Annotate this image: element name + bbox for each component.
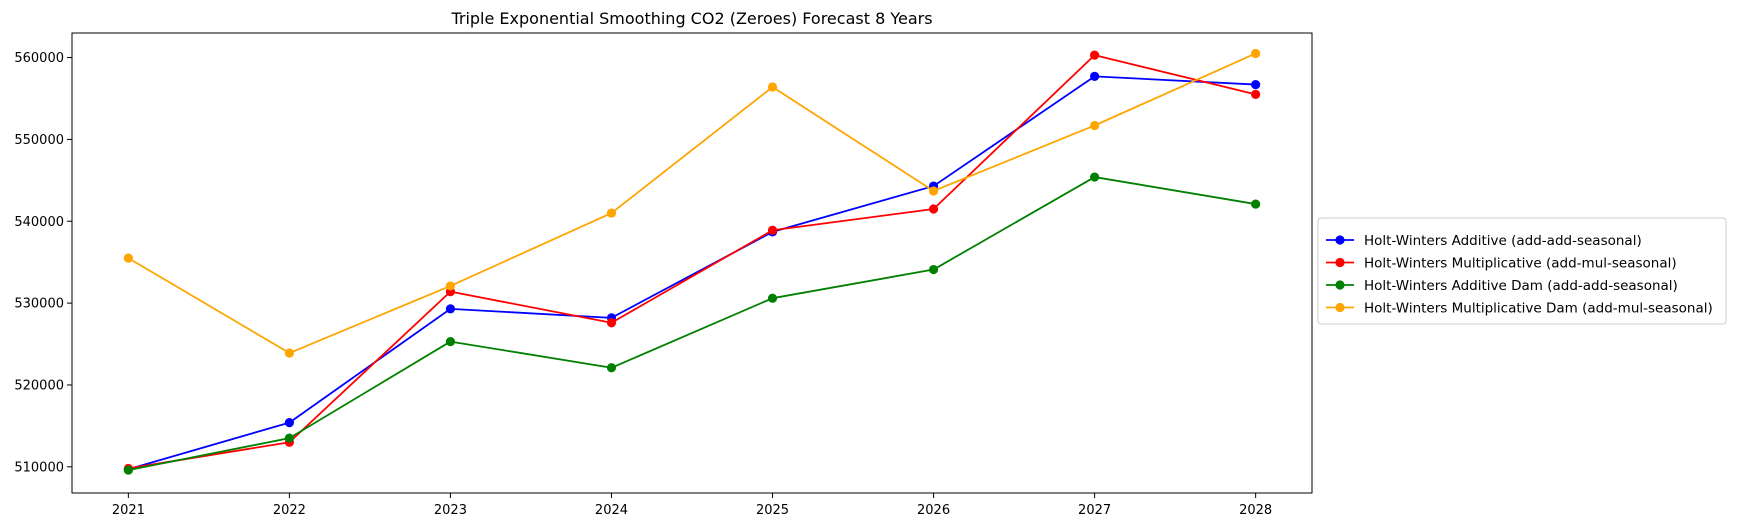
legend-label: Holt-Winters Additive (add-add-seasonal) [1364,233,1642,249]
data-point [1251,48,1261,59]
legend-label: Holt-Winters Additive Dam (add-add-seaso… [1364,278,1678,294]
legend-marker [1335,280,1345,290]
series-1 [123,71,1261,474]
x-tick-label: 2024 [595,503,628,518]
data-point [1251,89,1261,99]
data-point [606,318,617,328]
data-point [1089,172,1100,182]
x-tick-label: 2025 [756,503,789,518]
legend: Holt-Winters Additive (add-add-seasonal)… [1317,217,1727,325]
data-point [928,186,939,196]
x-tick-label: 2028 [1239,503,1272,518]
legend-item: Holt-Winters Multiplicative Dam (add-mul… [1326,301,1713,317]
y-tick-label: 520000 [14,378,64,393]
x-tick-label: 2023 [434,503,467,518]
data-point [606,363,617,373]
y-tick-label: 550000 [14,133,64,148]
legend-label: Holt-Winters Multiplicative Dam (add-mul… [1364,301,1713,317]
data-point [1089,120,1100,131]
data-point [767,82,778,92]
data-point [767,293,778,303]
y-tick-label: 540000 [14,215,64,230]
series-line [128,54,1256,470]
series-2 [123,50,1261,474]
legend-frame [1317,217,1727,325]
x-tick-label: 2021 [112,503,145,518]
data-point [445,336,456,347]
data-point [767,225,778,235]
x-tick-label: 2026 [917,503,950,518]
data-point [123,253,133,263]
x-tick-label: 2027 [1078,503,1111,518]
series-line [128,176,1256,471]
data-point [445,304,456,314]
legend-marker [1335,235,1345,245]
legend-item: Holt-Winters Additive Dam (add-add-seaso… [1326,278,1678,294]
data-point [284,433,295,443]
chart-title: Triple Exponential Smoothing CO2 (Zeroes… [450,9,932,28]
y-tick-label: 510000 [14,460,64,475]
legend-label: Holt-Winters Multiplicative (add-mul-sea… [1364,256,1677,272]
data-point [1251,199,1261,209]
data-point [1251,79,1261,90]
x-tick-label: 2022 [273,503,306,518]
legend-marker [1335,257,1345,268]
legend-item: Holt-Winters Multiplicative (add-mul-sea… [1326,256,1677,272]
data-point [1089,50,1100,60]
series-layer [123,48,1261,475]
series-3 [123,172,1261,475]
series-line [128,75,1256,471]
legend-item: Holt-Winters Additive (add-add-seasonal) [1326,233,1642,249]
data-point [928,204,939,214]
x-axis: 2021 2022 2023 2024 2025 2026 2027 2028 [112,493,1272,518]
data-point [1089,71,1100,81]
y-tick-label: 530000 [14,297,64,312]
y-tick-label: 560000 [14,51,64,66]
legend-marker [1335,302,1345,313]
data-point [284,348,295,358]
data-point [606,208,617,218]
data-point [445,281,456,291]
series-line [127,52,1257,354]
data-point [928,264,939,275]
plot-area-frame [71,32,1313,494]
series-4 [123,48,1261,358]
y-axis: 510000 520000 530000 540000 550000 560000 [14,51,72,475]
data-point [123,465,133,475]
data-point [284,418,295,428]
